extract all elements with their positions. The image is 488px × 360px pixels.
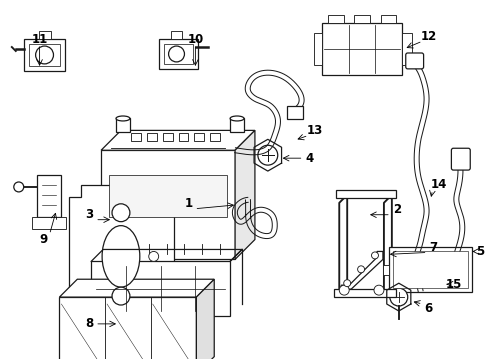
- Bar: [29, 44, 61, 66]
- Text: 13: 13: [305, 124, 322, 137]
- Text: 7: 7: [428, 241, 437, 254]
- Circle shape: [373, 285, 383, 295]
- Bar: [314, 33, 322, 65]
- Text: 6: 6: [424, 302, 432, 315]
- Bar: [170, 31, 182, 39]
- Circle shape: [14, 182, 24, 192]
- Polygon shape: [60, 279, 214, 297]
- Bar: [334, 289, 395, 297]
- Text: 12: 12: [420, 30, 436, 42]
- Bar: [392, 251, 468, 288]
- Bar: [163, 133, 172, 141]
- Bar: [163, 44, 193, 64]
- Bar: [37, 175, 61, 217]
- Text: 8: 8: [85, 318, 93, 330]
- Bar: [131, 133, 141, 141]
- Circle shape: [36, 46, 53, 64]
- Bar: [178, 133, 188, 141]
- Bar: [327, 15, 343, 23]
- Circle shape: [112, 204, 130, 222]
- FancyBboxPatch shape: [405, 53, 423, 69]
- Circle shape: [343, 280, 350, 287]
- Bar: [230, 118, 244, 132]
- Circle shape: [371, 252, 378, 259]
- Bar: [24, 39, 65, 71]
- Bar: [60, 297, 196, 360]
- Text: 9: 9: [40, 233, 48, 246]
- Text: 4: 4: [305, 152, 313, 165]
- Circle shape: [339, 285, 348, 295]
- Bar: [286, 105, 302, 120]
- Text: 15: 15: [444, 278, 461, 291]
- Bar: [101, 150, 235, 260]
- Circle shape: [357, 266, 364, 273]
- Polygon shape: [235, 130, 254, 260]
- Bar: [210, 133, 220, 141]
- Ellipse shape: [116, 116, 130, 121]
- Bar: [158, 39, 198, 69]
- Bar: [382, 265, 388, 275]
- Bar: [401, 33, 411, 65]
- Polygon shape: [101, 130, 254, 150]
- Bar: [322, 23, 401, 75]
- Polygon shape: [341, 251, 382, 289]
- Bar: [380, 15, 396, 23]
- Bar: [146, 133, 156, 141]
- Text: 10: 10: [187, 33, 203, 46]
- Bar: [116, 118, 130, 132]
- FancyBboxPatch shape: [450, 148, 469, 170]
- Bar: [39, 31, 50, 39]
- Ellipse shape: [102, 226, 140, 287]
- Circle shape: [257, 145, 277, 165]
- Ellipse shape: [230, 116, 244, 121]
- Text: 3: 3: [85, 208, 93, 221]
- Bar: [32, 217, 66, 229]
- Text: 5: 5: [475, 245, 483, 258]
- Polygon shape: [69, 185, 173, 314]
- Text: 14: 14: [429, 179, 446, 192]
- Bar: [388, 247, 471, 292]
- Polygon shape: [196, 279, 214, 360]
- Circle shape: [148, 251, 158, 261]
- Bar: [353, 15, 369, 23]
- Bar: [336, 190, 395, 198]
- Text: 1: 1: [184, 197, 192, 210]
- Circle shape: [112, 287, 130, 305]
- Text: 2: 2: [392, 203, 400, 216]
- Bar: [91, 261, 230, 316]
- Bar: [194, 133, 204, 141]
- Circle shape: [389, 288, 407, 306]
- Bar: [109, 175, 226, 217]
- Circle shape: [168, 46, 184, 62]
- Text: 11: 11: [31, 33, 48, 46]
